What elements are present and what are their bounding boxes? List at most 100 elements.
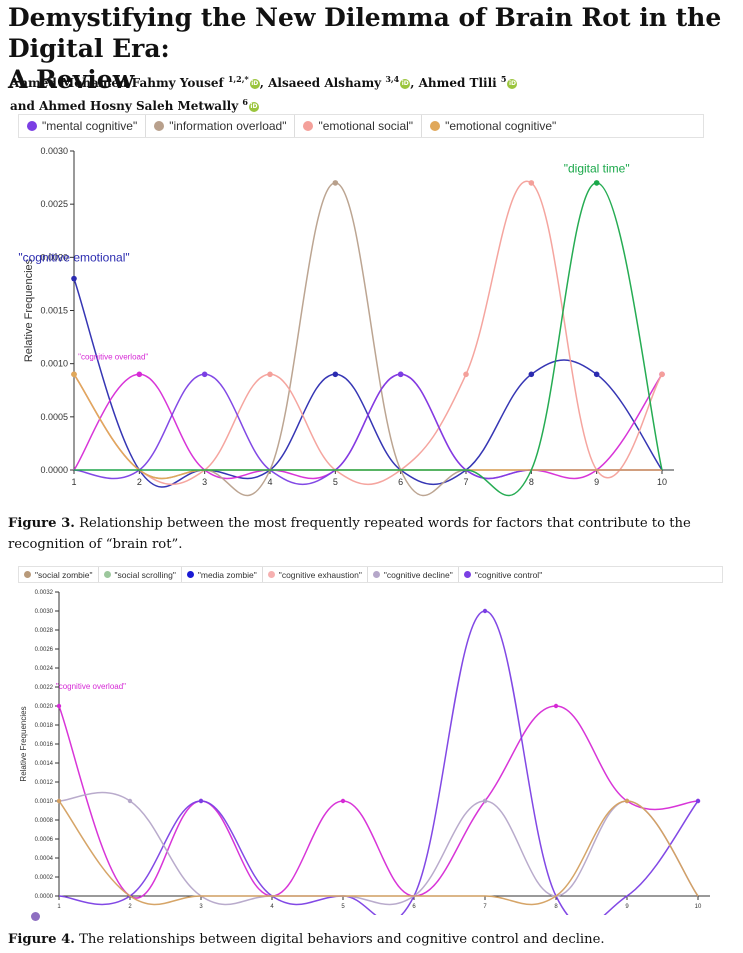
figure3-legend-item[interactable]: "information overload" bbox=[146, 115, 294, 137]
y-axis-label: Relative Frequencies bbox=[19, 706, 28, 781]
figure3-legend: "mental cognitive" "information overload"… bbox=[18, 114, 704, 138]
data-point bbox=[201, 371, 208, 378]
legend-dot-icon bbox=[267, 571, 275, 578]
series-line bbox=[58, 800, 699, 906]
y-tick-label: 0.0005 bbox=[40, 412, 68, 422]
legend-label: "emotional cognitive" bbox=[445, 119, 557, 133]
legend-separator bbox=[457, 567, 459, 582]
legend-label: "cognitive control" bbox=[474, 569, 543, 580]
x-tick-label: 5 bbox=[341, 904, 345, 910]
y-tick-label: 0.0014 bbox=[35, 761, 54, 767]
x-tick-label: 6 bbox=[398, 477, 403, 487]
data-point bbox=[553, 703, 559, 709]
x-tick-label: 7 bbox=[483, 904, 487, 910]
y-tick-label: 0.0002 bbox=[35, 875, 54, 881]
author-affiliation: 6 bbox=[242, 97, 248, 107]
chart-annotation: "cognitive overload" bbox=[78, 352, 148, 361]
legend-separator bbox=[366, 567, 368, 582]
x-tick-label: 10 bbox=[657, 477, 667, 487]
figure4-legend-item[interactable]: "media zombie" bbox=[182, 567, 262, 582]
y-tick-label: 0.0015 bbox=[40, 306, 68, 316]
legend-label: "information overload" bbox=[169, 119, 287, 133]
data-point bbox=[198, 798, 204, 804]
x-tick-label: 1 bbox=[71, 477, 76, 487]
data-point bbox=[56, 703, 62, 709]
data-point bbox=[332, 180, 339, 186]
y-tick-label: 0.0020 bbox=[35, 704, 54, 710]
author-name: and Ahmed Hosny Saleh Metwally bbox=[10, 99, 239, 113]
x-tick-label: 2 bbox=[128, 904, 132, 910]
legend-label: "emotional social" bbox=[318, 119, 414, 133]
y-tick-label: 0.0024 bbox=[35, 666, 54, 672]
legend-dot-icon bbox=[430, 121, 441, 131]
x-tick-label: 5 bbox=[333, 477, 338, 487]
legend-dot-icon bbox=[154, 121, 165, 131]
y-tick-label: 0.0022 bbox=[35, 685, 54, 691]
figure3-legend-item[interactable]: "mental cognitive" bbox=[19, 115, 145, 137]
author-affiliation: 1,2,* bbox=[227, 74, 249, 84]
data-point bbox=[71, 371, 77, 378]
figure4-legend-item[interactable]: "cognitive decline" bbox=[368, 567, 458, 582]
series-line bbox=[58, 791, 699, 906]
y-tick-label: 0.0016 bbox=[35, 742, 54, 748]
author-affiliation: 3,4 bbox=[385, 74, 400, 84]
paper-title: Demystifying the New Dilemma of Brain Ro… bbox=[8, 2, 738, 95]
figure4-caption: Figure 4. The relationships between digi… bbox=[8, 929, 743, 950]
y-axis-label: Relative Frequencies bbox=[23, 258, 35, 362]
legend-label: "mental cognitive" bbox=[42, 119, 138, 133]
legend-dot-icon bbox=[24, 571, 31, 578]
title-line-1: Demystifying the New Dilemma of Brain Ro… bbox=[8, 3, 722, 63]
legend-separator bbox=[421, 115, 423, 137]
x-tick-label: 9 bbox=[594, 477, 599, 487]
y-tick-label: 0.0020 bbox=[40, 252, 68, 262]
orcid-icon[interactable]: iD bbox=[249, 78, 260, 89]
x-tick-label: 7 bbox=[463, 477, 468, 487]
chart-annotation: "cognitive overload" bbox=[56, 682, 126, 691]
figure4-legend-item[interactable]: "social zombie" bbox=[19, 567, 98, 582]
figure4-chart: 0.0000 0.0002 0.0004 0.0006 0.0008 0.0010 0.00… bbox=[19, 590, 710, 915]
figure4-legend: "social zombie" "social scrolling" "media … bbox=[18, 566, 723, 583]
x-tick-label: 4 bbox=[270, 904, 274, 910]
series-line bbox=[73, 180, 663, 485]
legend-separator bbox=[261, 567, 263, 582]
chart-annotation: "cognitive emotional" bbox=[18, 251, 129, 265]
data-point bbox=[71, 275, 77, 282]
author-name: Ahmed Mohamed Fahmy Yousef bbox=[10, 76, 224, 90]
y-tick-label: 0.0008 bbox=[35, 818, 54, 824]
x-tick-label: 3 bbox=[199, 904, 203, 910]
scroll-indicator-dot bbox=[31, 912, 40, 921]
data-point bbox=[56, 798, 62, 804]
y-tick-label: 0.0006 bbox=[35, 837, 54, 843]
x-tick-label: 8 bbox=[529, 477, 534, 487]
legend-dot-icon bbox=[303, 121, 314, 131]
y-tick-label: 0.0012 bbox=[35, 780, 54, 786]
y-tick-label: 0.0010 bbox=[35, 799, 54, 805]
legend-dot-icon bbox=[186, 571, 194, 578]
chart-annotation: "digital time" bbox=[564, 161, 630, 175]
figure3-legend-item[interactable]: "emotional social" bbox=[295, 115, 421, 137]
data-point bbox=[528, 371, 535, 378]
y-tick-label: 0.0032 bbox=[35, 590, 54, 596]
data-point bbox=[593, 180, 600, 186]
orcid-icon[interactable]: iD bbox=[248, 101, 259, 112]
figure4-legend-item[interactable]: "cognitive exhaustion" bbox=[263, 567, 367, 582]
orcid-icon[interactable]: iD bbox=[400, 78, 411, 89]
author-name: Ahmed Tlili bbox=[418, 76, 497, 90]
data-point bbox=[482, 798, 488, 804]
figure4-legend-item[interactable]: "social scrolling" bbox=[99, 567, 181, 582]
y-tick-label: 0.0010 bbox=[40, 359, 68, 369]
y-tick-label: 0.0000 bbox=[35, 894, 54, 900]
orcid-icon[interactable]: iD bbox=[507, 78, 518, 89]
y-tick-label: 0.0018 bbox=[35, 723, 54, 729]
y-tick-label: 0.0030 bbox=[35, 609, 54, 615]
y-tick-label: 0.0028 bbox=[35, 628, 54, 634]
series-line bbox=[58, 610, 699, 915]
figure4-legend-item[interactable]: "cognitive control" bbox=[459, 567, 547, 582]
series-line bbox=[73, 373, 662, 480]
legend-separator bbox=[145, 115, 147, 137]
title-line-2: A Review bbox=[8, 65, 135, 94]
figure3-legend-item[interactable]: "emotional cognitive" bbox=[422, 115, 564, 137]
figure3-chart: 0.0000 0.0005 0.0010 0.0015 0.0020 0.0025 0.00… bbox=[18, 146, 674, 497]
series-line bbox=[58, 705, 699, 899]
legend-label: "media zombie" bbox=[197, 569, 257, 580]
